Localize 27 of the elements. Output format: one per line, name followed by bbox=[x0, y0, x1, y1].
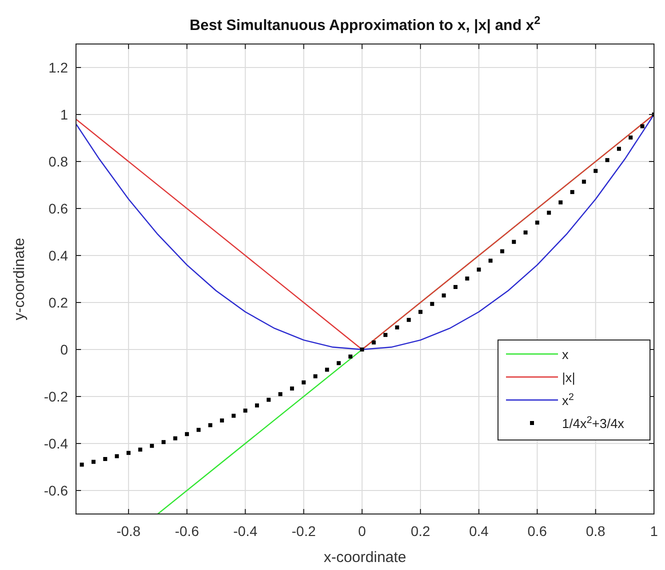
legend-label: x$^{2}$ bbox=[562, 392, 574, 408]
x-tick-label: -0.2 bbox=[292, 523, 316, 539]
legend-label: |x| bbox=[562, 370, 576, 385]
y-tick-label: -0.6 bbox=[44, 482, 68, 498]
x-tick-label: 0.4 bbox=[469, 523, 489, 539]
legend-label: x bbox=[562, 347, 569, 362]
chart-title: Best Simultanuous Approximation to x, |x| and x$^{2}$ bbox=[190, 15, 540, 34]
y-tick-label: 0 bbox=[60, 342, 68, 358]
x-tick-label: 0.2 bbox=[410, 523, 430, 539]
y-tick-label: -0.4 bbox=[44, 436, 68, 452]
x-tick-label: 0.6 bbox=[528, 523, 548, 539]
x-axis-title: x-coordinate bbox=[324, 549, 406, 566]
legend-label: 1/4x$^{2}$+3/4x bbox=[562, 414, 625, 431]
x-tick-label: 0.8 bbox=[586, 523, 606, 539]
y-tick-label: 0.8 bbox=[48, 154, 68, 170]
x-tick-label: 0 bbox=[358, 523, 366, 539]
y-tick-label: 0.2 bbox=[48, 294, 68, 310]
x-tick-label: -0.8 bbox=[116, 523, 141, 539]
x-tick-label: -0.6 bbox=[174, 523, 200, 539]
y-tick-label: 0.4 bbox=[48, 248, 68, 264]
y-tick-label: 0.6 bbox=[48, 200, 68, 216]
y-tick-label: -0.2 bbox=[44, 388, 68, 404]
x-tick-label: 1 bbox=[650, 523, 658, 539]
y-axis-title: y-coordinate bbox=[11, 238, 28, 320]
y-tick-label: 1.2 bbox=[48, 60, 68, 76]
x-tick-label: -0.4 bbox=[233, 523, 258, 539]
y-tick-label: 1 bbox=[60, 106, 68, 122]
